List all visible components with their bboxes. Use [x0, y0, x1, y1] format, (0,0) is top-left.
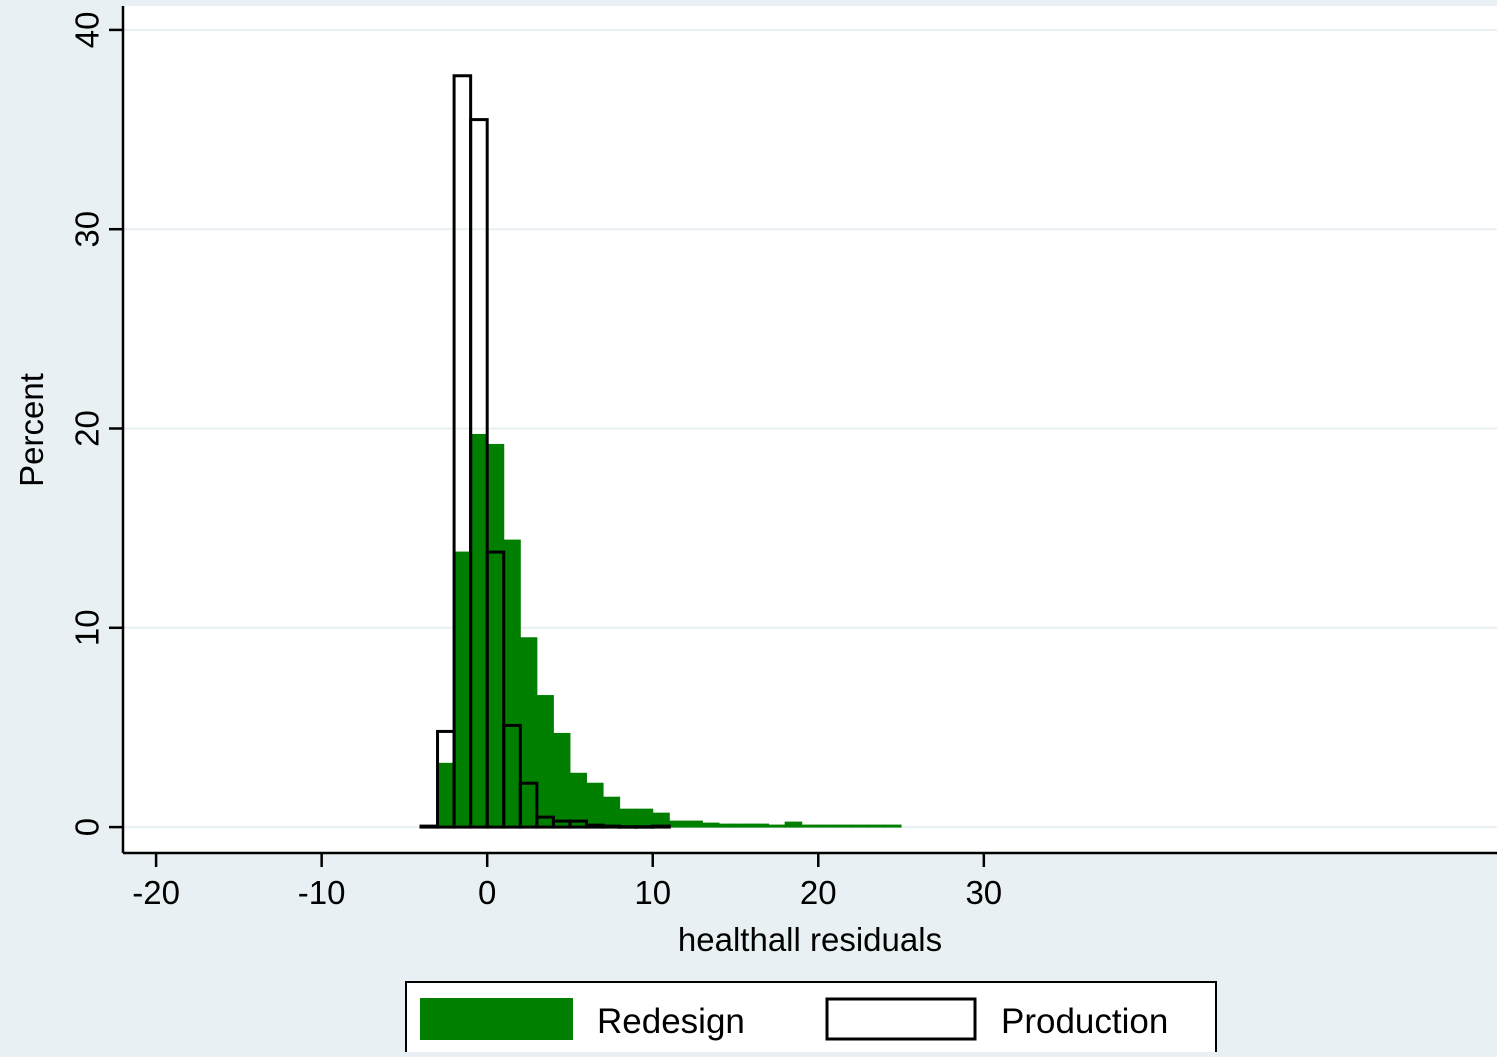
bar-redesign	[537, 696, 554, 828]
bar-redesign	[802, 825, 819, 827]
bar-redesign	[520, 638, 537, 827]
y-axis-label: Percent	[13, 373, 50, 487]
y-tick-label: 30	[69, 211, 106, 248]
bar-production	[636, 827, 653, 828]
legend-label-production: Production	[1001, 1002, 1168, 1041]
x-tick-label: 20	[800, 874, 837, 911]
bar-redesign	[818, 825, 835, 827]
bar-redesign	[686, 821, 703, 827]
x-tick-label: -20	[132, 874, 180, 911]
legend-label-redesign: Redesign	[597, 1002, 745, 1041]
legend-swatch-production	[827, 999, 975, 1039]
bar-production	[587, 825, 604, 827]
bar-redesign	[669, 821, 686, 827]
bar-redesign	[438, 763, 455, 827]
bar-production	[653, 826, 670, 827]
x-tick-label: 10	[634, 874, 671, 911]
bar-redesign	[636, 809, 653, 827]
bar-redesign	[454, 552, 471, 827]
bar-redesign	[471, 434, 488, 827]
bar-production	[603, 826, 620, 827]
bar-redesign	[736, 824, 753, 827]
y-tick-label: 10	[69, 609, 106, 646]
bar-redesign	[769, 825, 786, 827]
y-tick-label: 40	[69, 12, 106, 49]
legend-swatch-redesign	[421, 999, 572, 1039]
bar-redesign	[868, 825, 885, 827]
bar-redesign	[702, 823, 719, 827]
bar-redesign	[835, 825, 852, 827]
bar-redesign	[504, 540, 521, 827]
bar-redesign	[603, 797, 620, 827]
bar-redesign	[719, 824, 736, 827]
bar-redesign	[587, 783, 604, 827]
x-tick-label: 30	[965, 874, 1002, 911]
x-axis-label: healthall residuals	[678, 921, 942, 958]
bar-production	[421, 826, 438, 827]
bar-redesign	[884, 825, 901, 827]
bar-redesign	[785, 822, 802, 827]
bar-redesign	[553, 733, 570, 827]
bar-redesign	[851, 825, 868, 827]
bar-production	[620, 827, 637, 828]
bar-redesign	[620, 809, 637, 827]
y-tick-label: 0	[69, 818, 106, 836]
bar-redesign	[570, 773, 587, 827]
x-tick-label: -10	[298, 874, 346, 911]
x-tick-label: 0	[478, 874, 496, 911]
y-tick-label: 20	[69, 410, 106, 447]
bar-redesign	[487, 444, 504, 827]
bar-redesign	[752, 824, 769, 827]
legend: Redesign Production	[406, 982, 1216, 1052]
